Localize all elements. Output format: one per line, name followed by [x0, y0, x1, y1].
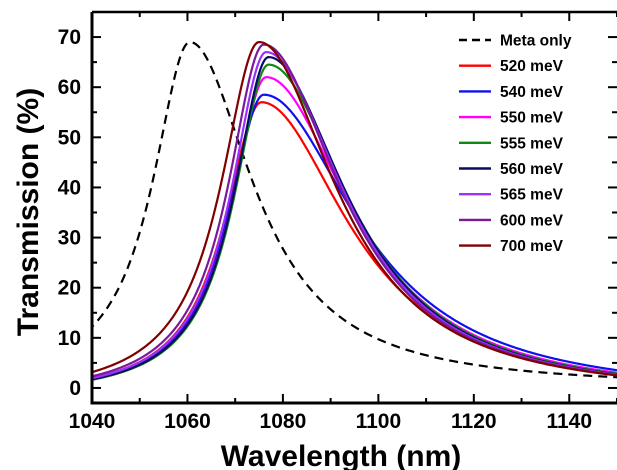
series-layer	[92, 40, 617, 381]
legend-label-5: 560 meV	[500, 161, 564, 178]
x-tick-label: 1080	[260, 410, 307, 433]
x-tick-label: 1040	[69, 410, 116, 433]
x-tick-label: 1100	[356, 410, 402, 433]
legend-label-8: 700 meV	[500, 238, 564, 255]
legend-label-4: 555 meV	[500, 135, 564, 152]
y-tick-label: 30	[58, 227, 81, 250]
y-tick-label: 40	[58, 176, 81, 199]
legend: Meta only 520 meV 540 meV 550 meV 555 meV 560…	[459, 33, 572, 255]
x-axis-title: Wavelength (nm)	[221, 440, 462, 470]
series-line-8	[92, 40, 617, 377]
legend-label-2: 540 meV	[500, 84, 564, 101]
x-tick-label: 1120	[451, 410, 497, 433]
axes-layer: 1040 1060 1080 1100 1120 1140 0 10 20 30 40 50 60 70	[58, 10, 617, 433]
legend-label-7: 600 meV	[500, 212, 564, 229]
legend-label-3: 550 meV	[500, 110, 564, 127]
y-tick-label: 50	[58, 126, 81, 149]
y-tick-label: 70	[58, 26, 81, 49]
x-tick-label: 1140	[546, 410, 592, 433]
legend-label-6: 565 meV	[500, 187, 564, 204]
y-tick-label: 10	[58, 327, 81, 350]
series-line-0	[92, 40, 617, 379]
y-tick-label: 20	[58, 277, 81, 300]
y-tick-label: 0	[69, 377, 81, 400]
legend-label-0: Meta only	[500, 33, 572, 50]
x-tick-label: 1060	[164, 410, 211, 433]
y-tick-label: 60	[58, 76, 81, 99]
y-axis-title: Transmission (%)	[12, 88, 45, 336]
legend-label-1: 520 meV	[500, 58, 564, 75]
